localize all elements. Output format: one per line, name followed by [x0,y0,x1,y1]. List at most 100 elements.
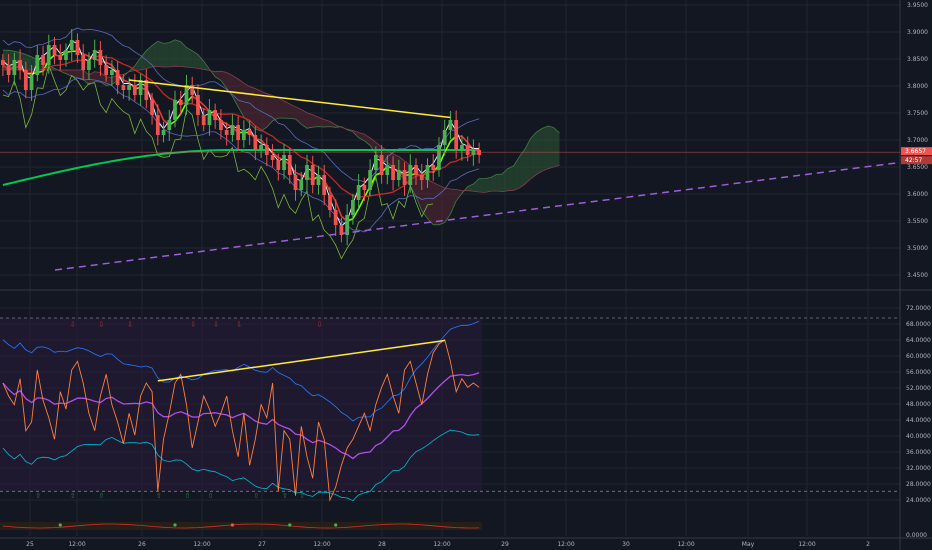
ichimoku-cloud [284,101,290,119]
candle-body [287,155,292,175]
indicator-tick-label: 52.0000 [906,385,931,392]
candle-body [316,175,321,185]
bottom-signal-dot [173,523,177,527]
candle-body [305,165,309,180]
ema-fast-segment [272,151,279,159]
candle-body [110,70,114,75]
candle-body [259,145,263,150]
candle-body [437,145,441,170]
ichimoku-cloud [289,104,296,119]
bottom-signal-dot [58,523,62,527]
ichimoku-cloud [329,121,336,128]
candle-body [196,95,200,115]
candle-body [201,115,206,125]
sell-signal-icon: ⇩ [98,321,104,329]
bottom-signal-dot [288,523,292,527]
candle-body [150,100,154,115]
ichimoku-cloud [134,57,141,71]
candle-body [104,65,109,75]
ichimoku-cloud [387,150,394,168]
ichimoku-cloud [215,71,221,81]
rsi-ma-line [2,372,480,460]
chikou-span [2,63,434,260]
candle-body [242,130,246,140]
time-axis-label: 27 [258,541,266,548]
candle-body [161,130,166,135]
countdown-badge-text: 42:57 [905,157,922,164]
candle-body [213,110,218,120]
candle-body [230,125,235,135]
candle-body [282,155,286,170]
ichimoku-cloud [519,148,525,188]
candle-body [6,65,11,75]
candle-body [408,165,413,185]
ichimoku-cloud [542,126,548,171]
indicator-tick-label: 72.0000 [906,305,931,312]
price-tick-label: 3.7500 [907,110,928,117]
candle-body [92,50,97,60]
time-axis-label: 2 [866,541,870,548]
time-axis-label: 12:00 [193,541,210,548]
ichimoku-cloud [496,174,503,192]
candle-body [293,175,298,190]
indicator-tick-label: 40.0000 [906,433,931,440]
ichimoku-cloud [163,42,170,67]
ichimoku-cloud [525,138,531,184]
candle-body [402,170,407,185]
countdown-badge [901,156,932,165]
indicator-tick-label: 24.0000 [906,497,931,504]
ichimoku-cloud [71,70,78,78]
ichimoku-cloud [152,41,158,67]
buy-signal-icon: ⇧ [282,492,288,500]
bottom-signal-dot [230,523,234,527]
ema-fast-segment [105,61,113,66]
time-axis-label: 12:00 [557,541,574,548]
ichimoku-cloud [364,134,371,146]
candle-body [477,150,481,155]
ichimoku-cloud [249,86,256,129]
price-tick-label: 3.9500 [907,2,928,9]
time-axis-label: 25 [26,541,34,548]
candle-body [35,55,40,75]
ema-fast-segment [157,107,165,121]
sell-signal-icon: ⇩ [190,321,196,329]
candle-body [368,170,372,190]
candle-body [167,120,172,130]
candle-body [385,165,390,175]
candle-body [121,85,126,90]
price-tick-label: 3.8500 [907,56,928,63]
ichimoku-cloud [513,156,520,191]
ema-fast-segment [329,190,337,202]
candle-body [178,100,183,105]
candle-body [276,160,281,170]
candle-body [219,120,223,130]
ichimoku-cloud [548,126,554,169]
ichimoku-cloud [473,178,480,192]
rsi-trendline [157,339,445,382]
candle-body [41,55,45,65]
indicator-tick-label: 28.0000 [906,481,931,488]
candle-body [264,145,269,155]
indicator-tick-label: 64.0000 [906,337,931,344]
candle-body [247,130,252,135]
ichimoku-cloud [536,128,543,175]
price-tick-label: 3.7000 [907,137,928,144]
sell-signal-icon: ⇩ [127,321,133,329]
candle-body [207,110,212,125]
ichimoku-cloud [94,71,101,82]
candle-body [465,145,470,155]
candle-body [362,185,367,190]
candle-body [52,45,57,55]
ichimoku-cloud [169,39,175,67]
ichimoku-cloud [238,79,244,117]
ichimoku-cloud [186,47,193,68]
ichimoku-cloud [220,71,227,89]
ichimoku-cloud [450,189,457,215]
candle-body [351,200,355,215]
time-axis-label: 12:00 [677,541,694,548]
ichimoku-cloud [272,95,279,121]
ema-fast-segment [334,200,343,217]
rsi-band-upper [2,320,480,422]
